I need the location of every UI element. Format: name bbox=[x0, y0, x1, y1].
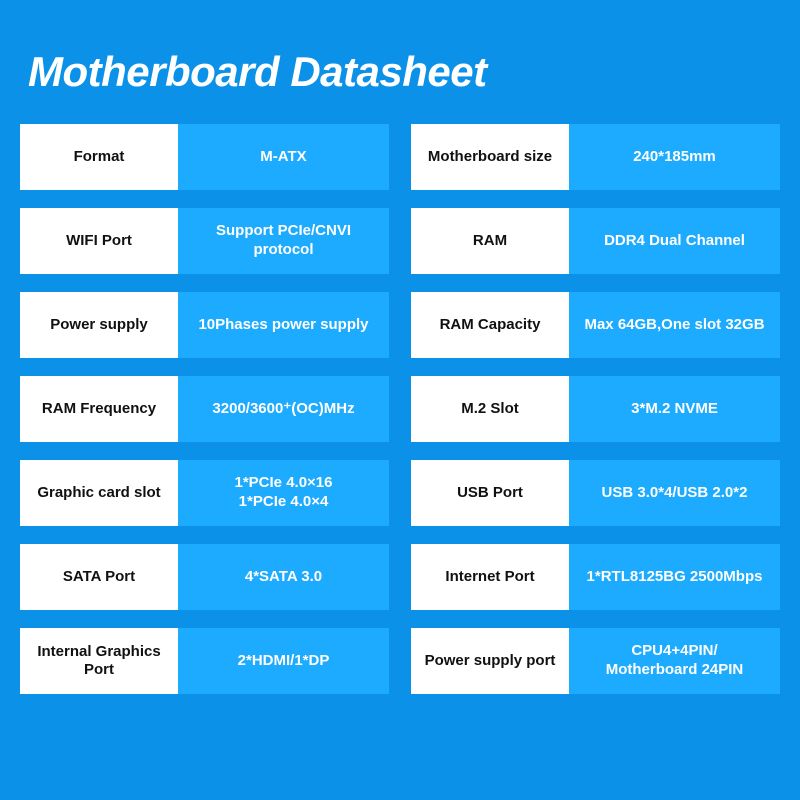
spec-label: Power supply port bbox=[411, 628, 569, 694]
spec-label: Power supply bbox=[20, 292, 178, 358]
spec-label: Motherboard size bbox=[411, 124, 569, 190]
spec-row: RAM Frequency 3200/3600⁺(OC)MHz bbox=[20, 376, 389, 442]
spec-row: M.2 Slot 3*M.2 NVME bbox=[411, 376, 780, 442]
spec-row: Internal Graphics Port 2*HDMI/1*DP bbox=[20, 628, 389, 694]
spec-label: USB Port bbox=[411, 460, 569, 526]
spec-label: RAM Capacity bbox=[411, 292, 569, 358]
spec-row: SATA Port 4*SATA 3.0 bbox=[20, 544, 389, 610]
spec-value: DDR4 Dual Channel bbox=[569, 208, 780, 274]
spec-label: SATA Port bbox=[20, 544, 178, 610]
spec-value: 3200/3600⁺(OC)MHz bbox=[178, 376, 389, 442]
spec-value: CPU4+4PIN/ Motherboard 24PIN bbox=[569, 628, 780, 694]
spec-row: Graphic card slot 1*PCIe 4.0×16 1*PCIe 4… bbox=[20, 460, 389, 526]
spec-row: Power supply 10Phases power supply bbox=[20, 292, 389, 358]
spec-value: USB 3.0*4/USB 2.0*2 bbox=[569, 460, 780, 526]
spec-row: WIFI Port Support PCIe/CNVI protocol bbox=[20, 208, 389, 274]
spec-value: Support PCIe/CNVI protocol bbox=[178, 208, 389, 274]
spec-label: Internet Port bbox=[411, 544, 569, 610]
spec-grid: Format M-ATX Motherboard size 240*185mm … bbox=[0, 124, 800, 694]
spec-value: 2*HDMI/1*DP bbox=[178, 628, 389, 694]
spec-label: RAM bbox=[411, 208, 569, 274]
spec-value: 1*RTL8125BG 2500Mbps bbox=[569, 544, 780, 610]
spec-row: RAM Capacity Max 64GB,One slot 32GB bbox=[411, 292, 780, 358]
spec-label: Internal Graphics Port bbox=[20, 628, 178, 694]
spec-label: Graphic card slot bbox=[20, 460, 178, 526]
spec-label: RAM Frequency bbox=[20, 376, 178, 442]
spec-row: Internet Port 1*RTL8125BG 2500Mbps bbox=[411, 544, 780, 610]
spec-value: 3*M.2 NVME bbox=[569, 376, 780, 442]
spec-row: USB Port USB 3.0*4/USB 2.0*2 bbox=[411, 460, 780, 526]
page-title: Motherboard Datasheet bbox=[0, 0, 800, 124]
spec-label: M.2 Slot bbox=[411, 376, 569, 442]
spec-value: Max 64GB,One slot 32GB bbox=[569, 292, 780, 358]
spec-label: Format bbox=[20, 124, 178, 190]
spec-value: 240*185mm bbox=[569, 124, 780, 190]
spec-value: 1*PCIe 4.0×16 1*PCIe 4.0×4 bbox=[178, 460, 389, 526]
spec-row: Power supply port CPU4+4PIN/ Motherboard… bbox=[411, 628, 780, 694]
spec-label: WIFI Port bbox=[20, 208, 178, 274]
spec-value: 10Phases power supply bbox=[178, 292, 389, 358]
spec-row: Format M-ATX bbox=[20, 124, 389, 190]
spec-value: M-ATX bbox=[178, 124, 389, 190]
spec-value: 4*SATA 3.0 bbox=[178, 544, 389, 610]
spec-row: RAM DDR4 Dual Channel bbox=[411, 208, 780, 274]
spec-row: Motherboard size 240*185mm bbox=[411, 124, 780, 190]
